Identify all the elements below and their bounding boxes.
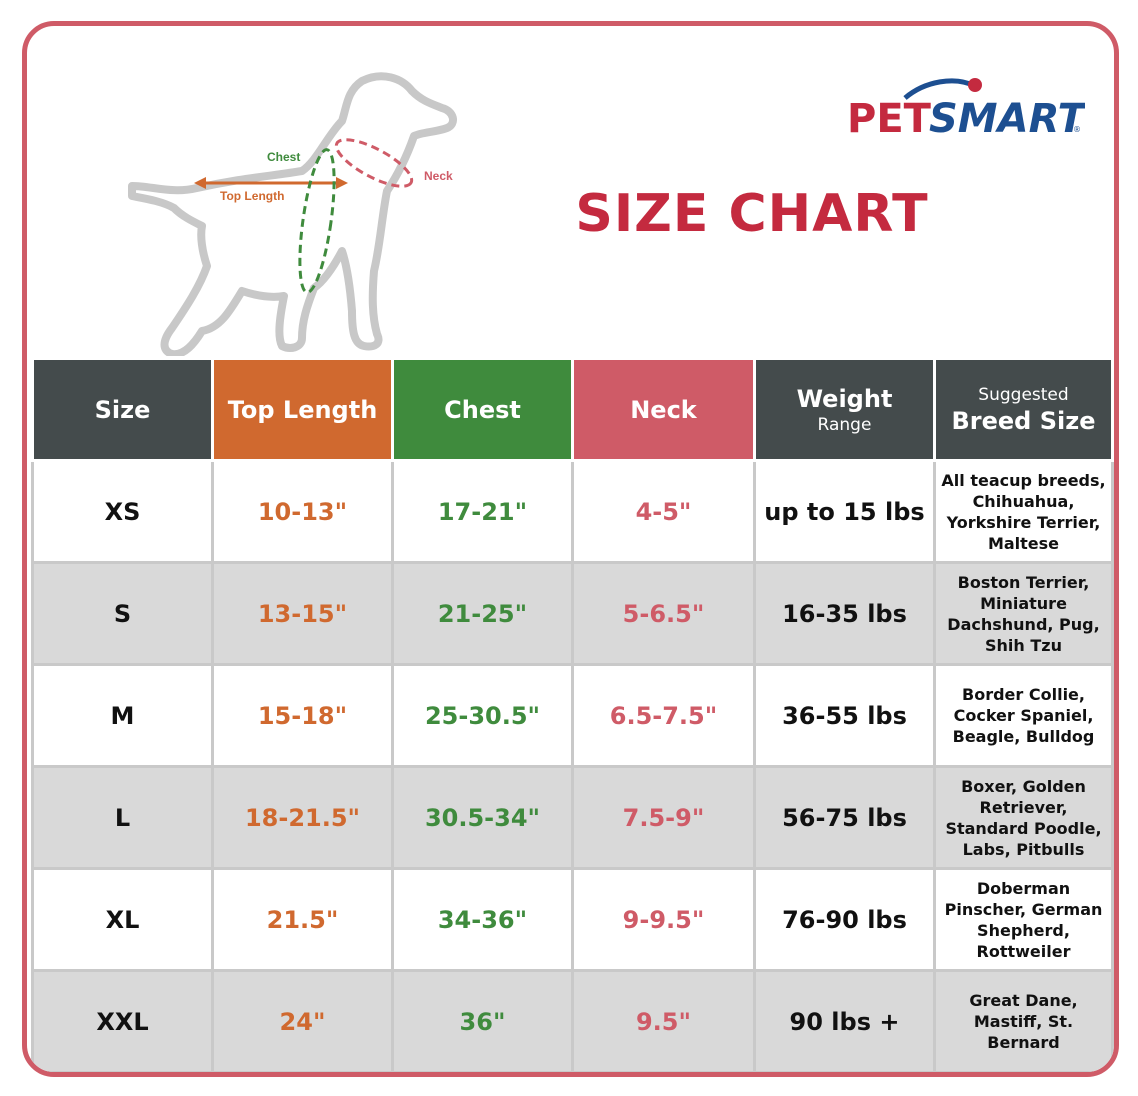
table-row: S 13-15" 21-25" 5-6.5" 16-35 lbs Boston …	[31, 561, 1114, 666]
cell-weight: 16-35 lbs	[753, 561, 936, 666]
cell-chest: 30.5-34"	[391, 765, 574, 870]
cell-top-length: 21.5"	[211, 867, 394, 972]
chest-measure-loop	[298, 148, 336, 294]
cell-neck: 9.5"	[571, 969, 756, 1072]
table-row: XS 10-13" 17-21" 4-5" up to 15 lbs All t…	[31, 459, 1114, 564]
cell-breed: Boston Terrier, Miniature Dachshund, Pug…	[933, 561, 1114, 666]
cell-chest: 21-25"	[391, 561, 574, 666]
page-title: SIZE CHART	[575, 184, 929, 244]
header-chest: Chest	[391, 360, 574, 462]
cell-weight: 76-90 lbs	[753, 867, 936, 972]
neck-measure-loop	[334, 138, 414, 188]
header-breed: Suggested Breed Size	[933, 360, 1114, 462]
top-length-label: Top Length	[220, 189, 284, 203]
cell-neck: 5-6.5"	[571, 561, 756, 666]
header-weight: Weight Range	[753, 360, 936, 462]
cell-size: S	[31, 561, 214, 666]
cell-neck: 4-5"	[571, 459, 756, 564]
header-weight-label: Weight	[796, 384, 893, 413]
header-breed-label: Breed Size	[951, 406, 1096, 435]
header-weight-sub: Range	[817, 414, 872, 435]
petsmart-logo: PET SMART ®	[847, 78, 1085, 142]
cell-chest: 25-30.5"	[391, 663, 574, 768]
top-length-arrow	[194, 177, 348, 189]
cell-weight: 36-55 lbs	[753, 663, 936, 768]
cell-top-length: 15-18"	[211, 663, 394, 768]
chest-label: Chest	[267, 150, 300, 164]
table-row: L 18-21.5" 30.5-34" 7.5-9" 56-75 lbs Box…	[31, 765, 1114, 870]
cell-size: XL	[31, 867, 214, 972]
cell-neck: 7.5-9"	[571, 765, 756, 870]
cell-chest: 17-21"	[391, 459, 574, 564]
neck-label: Neck	[424, 169, 453, 183]
size-chart-card: Chest Top Length Neck PET SMART ® SIZE C…	[22, 21, 1119, 1077]
cell-breed: Boxer, Golden Retriever, Standard Poodle…	[933, 765, 1114, 870]
cell-breed: Border Collie, Cocker Spaniel, Beagle, B…	[933, 663, 1114, 768]
logo-pet: PET	[847, 96, 932, 142]
cell-top-length: 10-13"	[211, 459, 394, 564]
cell-top-length: 13-15"	[211, 561, 394, 666]
header-top-length: Top Length	[211, 360, 394, 462]
table-header-row: Size Top Length Chest Neck Weight Range …	[31, 360, 1114, 462]
cell-top-length: 24"	[211, 969, 394, 1072]
cell-breed: Great Dane, Mastiff, St. Bernard	[933, 969, 1114, 1072]
cell-neck: 6.5-7.5"	[571, 663, 756, 768]
cell-weight: 56-75 lbs	[753, 765, 936, 870]
header-neck: Neck	[571, 360, 756, 462]
cell-weight: up to 15 lbs	[753, 459, 936, 564]
cell-weight: 90 lbs +	[753, 969, 936, 1072]
header-size: Size	[31, 360, 214, 462]
table-row: XXL 24" 36" 9.5" 90 lbs + Great Dane, Ma…	[31, 969, 1114, 1072]
dog-outline	[128, 72, 457, 356]
logo-smart: SMART	[929, 96, 1085, 142]
cell-breed: Doberman Pinscher, German Shepherd, Rott…	[933, 867, 1114, 972]
cell-size: L	[31, 765, 214, 870]
logo-ball	[968, 78, 982, 92]
cell-size: M	[31, 663, 214, 768]
cell-breed: All teacup breeds, Chihuahua, Yorkshire …	[933, 459, 1114, 564]
table-row: M 15-18" 25-30.5" 6.5-7.5" 36-55 lbs Bor…	[31, 663, 1114, 768]
cell-size: XS	[31, 459, 214, 564]
table-row: XL 21.5" 34-36" 9-9.5" 76-90 lbs Doberma…	[31, 867, 1114, 972]
size-table: Size Top Length Chest Neck Weight Range …	[31, 360, 1114, 1072]
cell-size: XXL	[31, 969, 214, 1072]
cell-chest: 36"	[391, 969, 574, 1072]
cell-chest: 34-36"	[391, 867, 574, 972]
header-breed-sub: Suggested	[978, 384, 1069, 405]
cell-neck: 9-9.5"	[571, 867, 756, 972]
logo-trademark: ®	[1073, 125, 1081, 134]
dog-measurement-illustration: Chest Top Length Neck	[128, 72, 457, 356]
cell-top-length: 18-21.5"	[211, 765, 394, 870]
